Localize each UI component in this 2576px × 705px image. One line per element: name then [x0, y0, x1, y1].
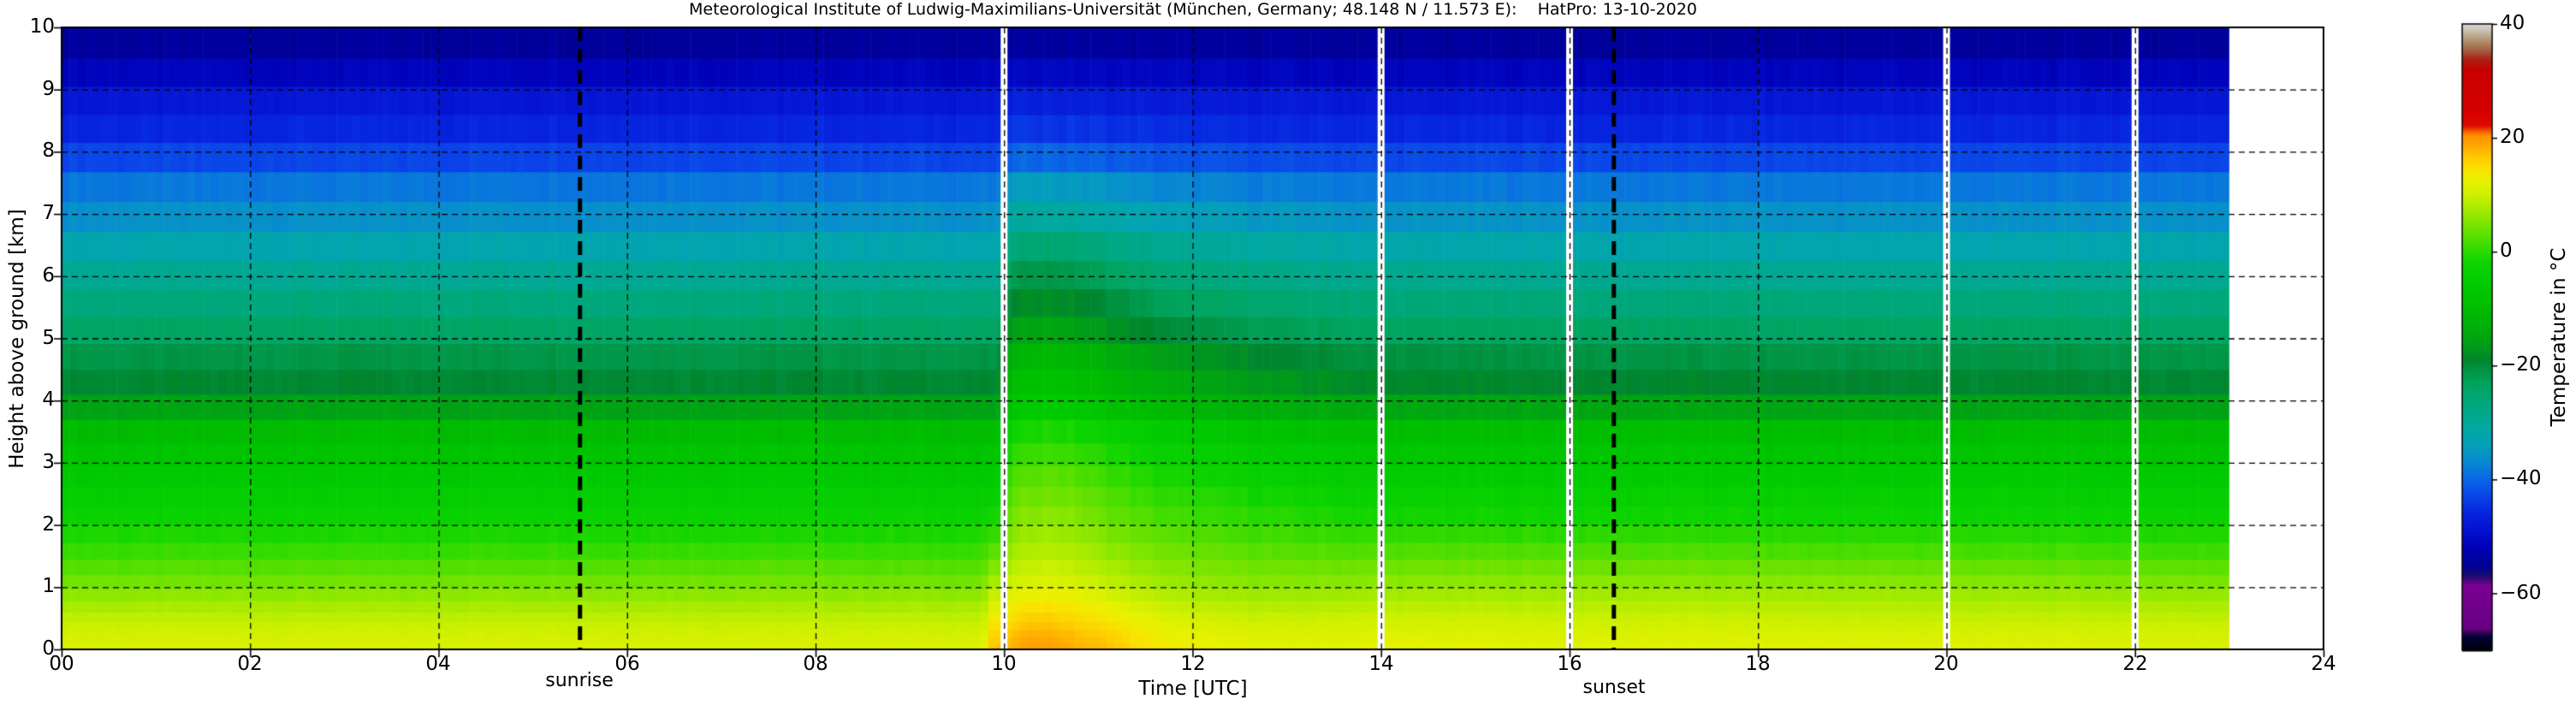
x-axis-label: Time [UTC]	[1138, 678, 1248, 700]
x-tick-label: 16	[1557, 653, 1582, 675]
y-axis-label: Height above ground [km]	[6, 209, 28, 469]
x-tick-label: 18	[1745, 653, 1771, 675]
page-title: Meteorological Institute of Ludwig-Maxim…	[688, 0, 1698, 19]
x-tick-label: 02	[237, 653, 263, 675]
colorbar-tick-label: 0	[2500, 240, 2513, 262]
y-tick-label: 1	[42, 575, 55, 597]
colorbar-tick-label: −40	[2500, 467, 2542, 489]
y-tick-label: 5	[42, 327, 55, 349]
x-tick-label: 14	[1368, 653, 1394, 675]
x-tick-label: 10	[991, 653, 1017, 675]
colorbar-axis-label: Temperature in °C	[2548, 247, 2570, 427]
y-tick-label: 10	[29, 15, 55, 38]
y-tick-label: 8	[42, 139, 55, 162]
x-tick-label: 00	[49, 653, 74, 675]
x-tick-label: 12	[1180, 653, 1206, 675]
colorbar-tick-label: 20	[2500, 126, 2526, 148]
x-tick-label: 06	[614, 653, 640, 675]
x-tick-label: 08	[803, 653, 828, 675]
x-tick-label: 04	[425, 653, 451, 675]
y-tick-label: 0	[42, 637, 55, 660]
sunset-label: sunset	[1582, 677, 1646, 698]
y-tick-label: 3	[42, 451, 55, 473]
y-tick-label: 6	[42, 264, 55, 287]
colorbar-tick-label: −60	[2500, 582, 2542, 604]
y-tick-label: 9	[42, 78, 55, 100]
sunrise-label: sunrise	[545, 670, 614, 691]
x-tick-label: 24	[2311, 653, 2336, 675]
colorbar-tick-label: 40	[2500, 12, 2526, 34]
x-tick-label: 20	[1933, 653, 1959, 675]
y-tick-label: 4	[42, 388, 55, 411]
x-tick-label: 22	[2122, 653, 2148, 675]
y-tick-label: 2	[42, 513, 55, 536]
colorbar-tick-label: −20	[2500, 353, 2542, 376]
y-tick-label: 7	[42, 202, 55, 224]
